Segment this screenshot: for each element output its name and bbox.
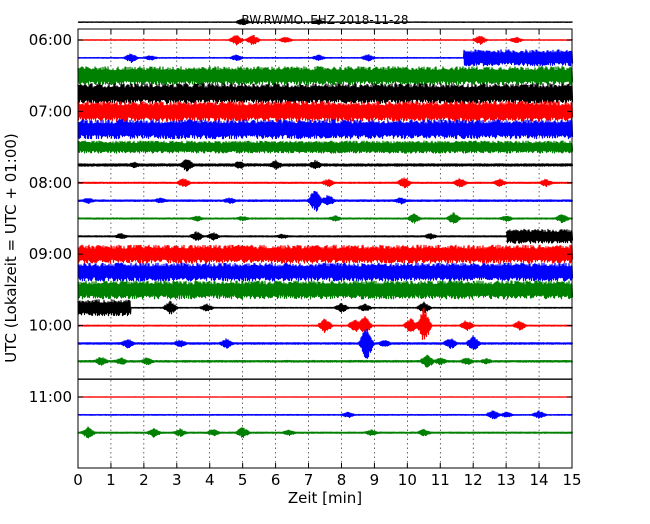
trace-07-30: [78, 141, 573, 153]
x-tick-label: 9: [370, 471, 380, 489]
trace-07-15: [78, 120, 573, 139]
trace-08-15: [78, 192, 573, 212]
x-tick-label: 13: [497, 471, 516, 489]
trace-09-00: [78, 245, 573, 263]
trace-09-30: [78, 281, 573, 299]
x-tick-label: 15: [562, 471, 581, 489]
x-tick-label: 4: [205, 471, 215, 489]
trace-10-00: [78, 308, 573, 339]
trace-08-00: [78, 178, 573, 188]
trace-06-00: [78, 36, 573, 45]
trace-06-15: [78, 50, 573, 66]
y-tick-label: 07:00: [29, 102, 72, 120]
y-tick-label: 06:00: [29, 31, 72, 49]
chart-title: BW.RWMO..EHZ 2018-11-28: [241, 13, 408, 27]
x-tick-label: 12: [464, 471, 483, 489]
y-tick-label: 09:00: [29, 245, 72, 263]
y-tick-label: 11:00: [29, 388, 72, 406]
y-tick-label: 10:00: [29, 317, 72, 335]
trace-10-15: [78, 329, 573, 358]
trace-08-45: [78, 229, 573, 243]
x-tick-label: 3: [172, 471, 182, 489]
x-tick-label: 10: [398, 471, 417, 489]
trace-07-00: [78, 101, 573, 121]
trace-09-45: [78, 300, 573, 316]
trace-07-45: [78, 160, 573, 171]
trace-11-30: [78, 427, 573, 438]
trace-06-30: [78, 67, 573, 85]
x-tick-label: 2: [139, 471, 149, 489]
x-tick-label: 6: [271, 471, 281, 489]
y-tick-label: 08:00: [29, 174, 72, 192]
trace-group: [78, 19, 573, 438]
y-axis-label: UTC (Lokalzeit = UTC + 01:00): [2, 133, 20, 363]
x-axis-label: Zeit [min]: [288, 489, 362, 507]
x-tick-label: 14: [530, 471, 549, 489]
x-tick-label: 0: [73, 471, 83, 489]
trace-08-30: [78, 213, 573, 223]
x-tick-label: 1: [106, 471, 116, 489]
trace-09-15: [78, 263, 573, 281]
x-tick-label: 5: [238, 471, 248, 489]
x-tick-label: 8: [337, 471, 347, 489]
x-tick-label: 11: [431, 471, 450, 489]
trace-11-15: [78, 411, 573, 419]
x-tick-label: 7: [304, 471, 314, 489]
trace-06-45: [78, 84, 573, 104]
trace-10-30: [78, 355, 573, 367]
